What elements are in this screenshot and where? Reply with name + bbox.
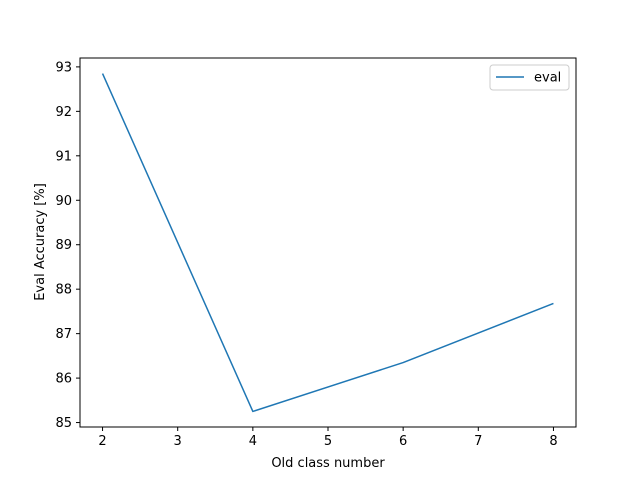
x-tick-label: 3 bbox=[174, 434, 182, 449]
series-line-eval bbox=[101, 73, 554, 413]
y-tick-label: 91 bbox=[55, 149, 72, 164]
y-tick-label: 87 bbox=[55, 327, 72, 342]
y-tick-label: 89 bbox=[55, 238, 72, 253]
x-tick-label: 8 bbox=[549, 434, 557, 449]
y-tick-label: 92 bbox=[55, 105, 72, 120]
y-tick-label: 86 bbox=[55, 372, 72, 387]
x-tick-label: 2 bbox=[98, 434, 106, 449]
y-tick-label: 93 bbox=[55, 60, 72, 75]
legend: eval bbox=[489, 64, 570, 91]
x-tick-label: 4 bbox=[249, 434, 257, 449]
plot-area bbox=[80, 58, 576, 427]
legend-box bbox=[489, 64, 570, 91]
y-tick-label: 90 bbox=[55, 194, 72, 209]
y-axis-label: Eval Accuracy [%] bbox=[33, 183, 48, 301]
plot-frame bbox=[79, 57, 577, 428]
x-tick-label: 6 bbox=[399, 434, 407, 449]
y-tick-label: 88 bbox=[55, 283, 72, 298]
legend-label: eval bbox=[534, 71, 561, 86]
series-layer bbox=[101, 73, 554, 413]
x-axis-label: Old class number bbox=[271, 456, 385, 471]
axis-ticks: 2 3 4 5 6 7 8 85 86 87 88 89 90 91 92 93 bbox=[55, 60, 557, 449]
x-tick-label: 7 bbox=[474, 434, 482, 449]
x-tick-label: 5 bbox=[324, 434, 332, 449]
y-tick-label: 85 bbox=[55, 416, 72, 431]
